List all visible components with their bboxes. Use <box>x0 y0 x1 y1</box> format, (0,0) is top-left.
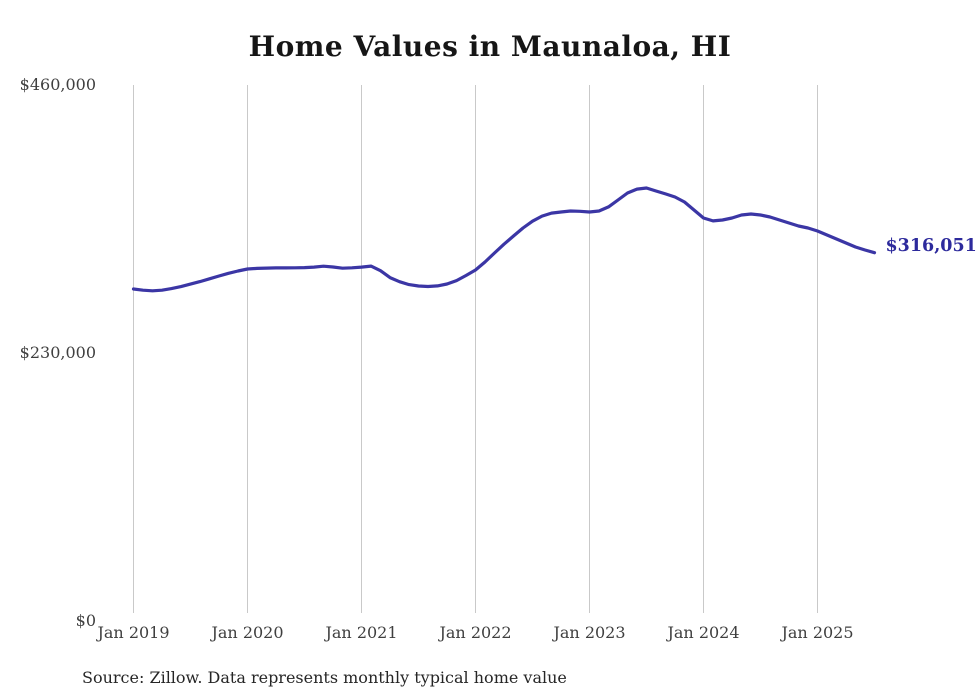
y-tick-0: $0 <box>75 611 96 630</box>
x-tick-jan-2022: Jan 2022 <box>439 623 512 642</box>
current-value-label: $316,051 <box>885 236 977 257</box>
y-tick-230000: $230,000 <box>19 343 96 362</box>
x-tick-jan-2025: Jan 2025 <box>781 623 854 642</box>
x-tick-jan-2021: Jan 2021 <box>325 623 398 642</box>
x-tick-jan-2024: Jan 2024 <box>667 623 740 642</box>
x-tick-jan-2023: Jan 2023 <box>553 623 626 642</box>
x-tick-jan-2019: Jan 2019 <box>97 623 170 642</box>
x-tick-jan-2020: Jan 2020 <box>211 623 284 642</box>
y-tick-460000: $460,000 <box>19 75 96 94</box>
gridlines <box>133 85 818 613</box>
home-value-line <box>131 186 877 293</box>
chart-title: Home Values in Maunaloa, HI <box>248 30 732 63</box>
source-note: Source: Zillow. Data represents monthly … <box>82 668 567 687</box>
